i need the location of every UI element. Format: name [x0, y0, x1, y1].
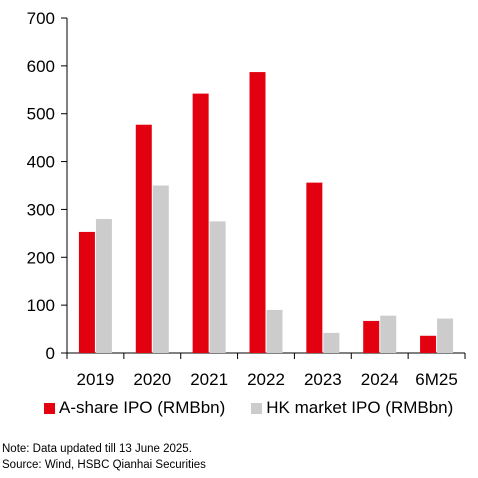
y-tick-label: 400: [27, 153, 55, 172]
bar-a-share: [306, 182, 323, 353]
legend-item-a-share: A-share IPO (RMBbn): [44, 398, 225, 418]
legend-swatch-a-share: [44, 402, 55, 414]
bar-hk-market: [209, 221, 226, 353]
y-tick-label: 500: [27, 105, 55, 124]
x-tick-label: 6M25: [415, 370, 458, 389]
bar-a-share: [420, 335, 437, 353]
bar-a-share: [135, 124, 152, 353]
x-tick-label: 2019: [77, 370, 115, 389]
y-tick-label: 0: [46, 344, 55, 363]
bar-hk-market: [323, 332, 340, 353]
x-tick-label: 2024: [361, 370, 399, 389]
x-tick-label: 2021: [190, 370, 228, 389]
bar-a-share: [192, 93, 209, 353]
bar-a-share: [363, 320, 380, 353]
x-tick-label: 2022: [247, 370, 285, 389]
y-tick-label: 300: [27, 200, 55, 219]
bar-hk-market: [152, 185, 169, 353]
bar-hk-market: [95, 219, 112, 353]
x-tick-label: 2023: [304, 370, 342, 389]
data-note: Note: Data updated till 13 June 2025.: [2, 443, 192, 455]
legend-item-hk-market: HK market IPO (RMBbn): [251, 398, 453, 418]
bar-hk-market: [437, 318, 454, 353]
bar-hk-market: [266, 309, 283, 353]
legend-swatch-hk-market: [251, 402, 263, 414]
chart-legend: A-share IPO (RMBbn) HK market IPO (RMBbn…: [44, 398, 478, 418]
x-tick-label: 2020: [133, 370, 171, 389]
y-tick-label: 100: [27, 296, 55, 315]
ipo-bar-chart: 0 100 200 300 400 500 600 700 2019 2020 2021 2022 20…: [27, 9, 466, 389]
legend-label-hk-market: HK market IPO (RMBbn): [266, 398, 454, 417]
y-tick-label: 200: [27, 248, 55, 267]
legend-label-a-share: A-share IPO (RMBbn): [59, 398, 226, 417]
y-tick-label: 600: [27, 57, 55, 76]
y-tick-label: 700: [27, 9, 55, 28]
source-note: Source: Wind, HSBC Qianhai Securities: [2, 459, 206, 471]
bar-a-share: [78, 231, 95, 353]
bar-hk-market: [380, 315, 397, 353]
bar-a-share: [249, 72, 266, 353]
